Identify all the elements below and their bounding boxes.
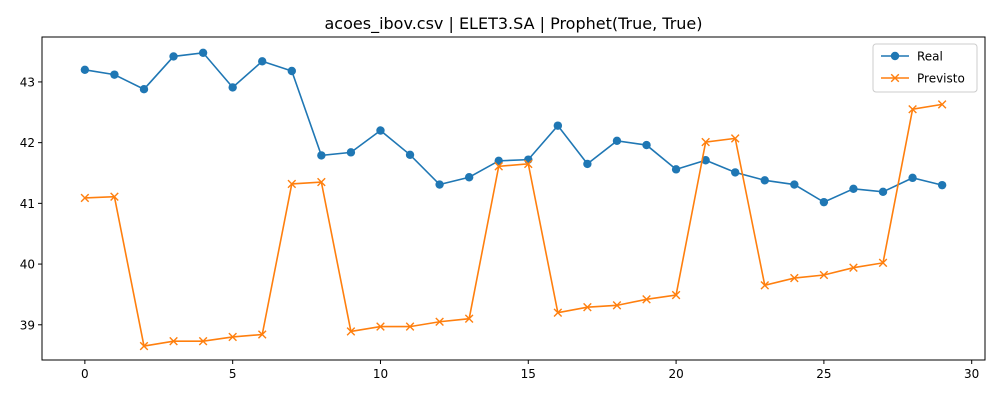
data-point-real <box>642 140 651 150</box>
data-point-previsto <box>671 290 681 300</box>
data-point-real <box>139 85 149 94</box>
data-point-real <box>494 156 503 166</box>
x-tick-label: 30 <box>964 367 979 381</box>
y-tick-label: 39 <box>20 318 35 332</box>
y-axis: 39 40 41 42 43 <box>20 75 42 332</box>
data-point-previsto <box>80 193 90 203</box>
data-point-real <box>228 83 237 92</box>
data-point-real <box>583 159 592 169</box>
data-point-real <box>376 126 385 135</box>
data-point-previsto <box>169 336 178 346</box>
data-point-real <box>346 148 356 157</box>
data-point-previsto <box>937 100 947 109</box>
data-point-real <box>819 197 829 207</box>
y-tick-label: 43 <box>20 75 35 89</box>
data-point-previsto <box>819 270 829 280</box>
data-point-previsto <box>849 263 858 273</box>
x-tick-label: 25 <box>816 367 831 381</box>
data-point-previsto <box>139 341 149 351</box>
data-point-real <box>849 184 858 193</box>
x-tick-label: 10 <box>373 367 388 381</box>
series-layer <box>80 48 947 351</box>
data-point-previsto <box>760 281 770 290</box>
data-point-previsto <box>878 258 888 268</box>
data-point-real <box>937 180 947 190</box>
data-point-real <box>80 65 90 74</box>
legend-marker-previsto <box>890 73 900 83</box>
data-point-previsto <box>583 302 592 312</box>
data-point-real <box>731 168 740 177</box>
data-point-previsto <box>612 301 622 310</box>
data-point-real <box>701 156 710 165</box>
data-point-previsto <box>464 314 474 324</box>
chart-title: acoes_ibov.csv | ELET3.SA | Prophet(True… <box>325 14 703 34</box>
x-tick-label: 15 <box>521 367 536 381</box>
data-point-real <box>612 136 622 146</box>
data-point-real <box>878 187 888 197</box>
legend: Real Previsto <box>872 43 978 93</box>
data-point-real <box>198 48 208 57</box>
x-tick-label: 0 <box>81 367 89 381</box>
series-line-previsto <box>84 103 943 347</box>
data-point-previsto <box>198 336 208 346</box>
plot-area-frame <box>41 36 986 361</box>
data-point-real <box>790 180 799 189</box>
y-tick-label: 42 <box>20 136 35 150</box>
data-point-previsto <box>730 134 740 143</box>
data-point-previsto <box>435 317 444 327</box>
data-point-real <box>671 165 681 174</box>
data-point-real <box>110 70 119 79</box>
data-point-real <box>317 151 326 160</box>
series-line-real <box>84 51 943 204</box>
data-point-previsto <box>405 322 415 331</box>
data-point-previsto <box>346 327 356 336</box>
data-point-previsto <box>110 192 119 201</box>
data-point-real <box>258 57 267 66</box>
legend-label-real: Real <box>917 50 943 64</box>
data-point-real <box>553 121 563 130</box>
data-point-previsto <box>553 308 563 317</box>
legend-label-previsto: Previsto <box>917 72 965 86</box>
x-axis: 0 5 10 15 20 25 30 <box>81 360 979 381</box>
data-point-real <box>908 173 917 183</box>
data-point-previsto <box>523 159 533 169</box>
data-point-previsto <box>701 137 710 147</box>
data-point-previsto <box>908 104 917 114</box>
data-point-real <box>287 66 296 76</box>
data-point-previsto <box>257 330 267 339</box>
data-point-real <box>405 150 415 159</box>
data-point-previsto <box>287 179 297 189</box>
data-point-previsto <box>228 332 237 342</box>
data-point-previsto <box>376 322 385 331</box>
y-tick-label: 41 <box>20 197 35 211</box>
data-point-previsto <box>790 273 799 283</box>
data-point-previsto <box>317 177 326 187</box>
y-tick-label: 40 <box>20 258 35 272</box>
x-tick-label: 20 <box>668 367 683 381</box>
data-point-previsto <box>642 294 651 304</box>
legend-marker-real <box>890 51 900 61</box>
x-tick-label: 5 <box>229 367 237 381</box>
data-point-real <box>435 180 444 189</box>
data-point-previsto <box>494 162 504 171</box>
data-point-real <box>760 176 769 185</box>
data-point-real <box>524 155 533 164</box>
data-point-real <box>169 52 178 61</box>
data-point-real <box>464 173 474 182</box>
